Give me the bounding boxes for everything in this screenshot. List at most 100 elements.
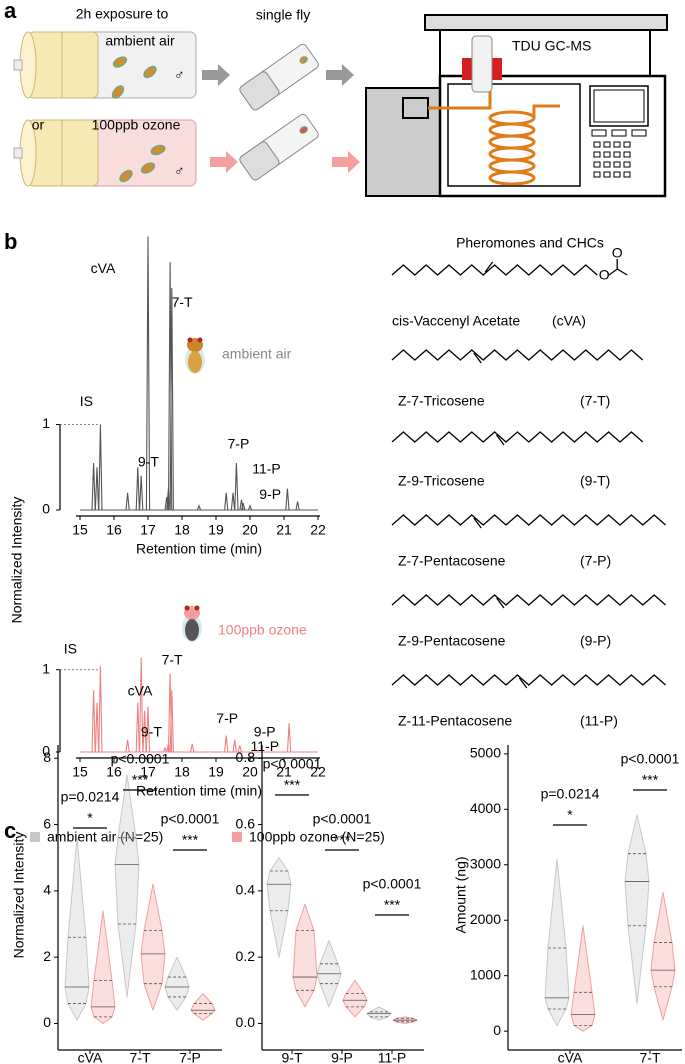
p-value: p=0.0214 (61, 789, 120, 805)
peak (232, 739, 237, 753)
y-tick-label: 3000 (470, 855, 501, 871)
molecule-name: Z-9-Tricosene (398, 473, 485, 489)
molecule-abbr: (9-T) (580, 473, 610, 489)
x-tick-label: 16 (106, 522, 122, 538)
x-tick-label: 20 (242, 522, 258, 538)
x-tick-label: 9-T (282, 1050, 303, 1064)
molecule-name: Z-7-Pentacosene (398, 553, 506, 569)
violin (190, 993, 216, 1021)
violin (570, 925, 596, 1032)
arrow (210, 151, 238, 173)
instrument-label: TDU GC-MS (512, 38, 591, 54)
molecule-chain (391, 674, 667, 686)
peak-label: 7-P (216, 710, 238, 726)
fly-icon (185, 337, 205, 374)
x-tick-label: 15 (72, 764, 88, 780)
peak-label: 9-P (259, 486, 281, 502)
vials (239, 43, 319, 181)
violin (164, 956, 190, 1011)
peak (247, 504, 253, 511)
y-tick-label: 6 (43, 815, 51, 831)
x-tick-label: cVA (558, 1050, 583, 1064)
y-tick-label: 0.6 (236, 815, 256, 831)
molecule-name: Z-9-Pentacosene (398, 633, 506, 649)
double-bond (496, 597, 505, 609)
peak-label: 7-T (162, 652, 183, 668)
significance-stars: *** (182, 832, 199, 848)
x-tick-label: 15 (72, 522, 88, 538)
p-value: p<0.0001 (161, 811, 220, 827)
y-tick-label: 0 (43, 1014, 51, 1030)
p-value: p<0.0001 (621, 751, 680, 767)
violin (650, 892, 676, 1021)
peak-label: 11-P (251, 738, 280, 754)
molecule-chain (391, 514, 667, 526)
violin (292, 903, 318, 1008)
panel-label: a (4, 0, 17, 23)
peak (125, 739, 130, 753)
x-tick-label: 7-P (179, 1050, 201, 1064)
peak (295, 501, 300, 511)
violin (114, 774, 140, 998)
molecule-abbr: (9-P) (580, 633, 611, 649)
molecule-chain (608, 268, 628, 276)
double-bond (473, 352, 482, 364)
fly-icon (182, 605, 202, 642)
diagram-text: 100ppb ozone (92, 117, 181, 133)
violin (544, 858, 570, 1027)
peak (237, 745, 242, 753)
peak (285, 488, 290, 511)
y-tick-label: 0 (42, 743, 50, 759)
peak (145, 236, 151, 511)
male-symbol: ♂ (174, 67, 185, 83)
peak (125, 492, 130, 511)
atom-label: O (612, 245, 623, 261)
peak (224, 492, 229, 511)
peak (286, 723, 292, 753)
panel-label: c (4, 818, 16, 843)
violin (266, 857, 292, 958)
x-tick-label: 21 (276, 764, 292, 780)
legend-swatch (30, 832, 40, 842)
molecule-chain (391, 431, 644, 443)
p-value: p<0.0001 (313, 811, 372, 827)
y-tick-label: 4000 (470, 800, 501, 816)
molecule-name: Z-11-Pentacosene (398, 713, 512, 729)
peak-label: IS (80, 393, 93, 409)
exposure-tubes (13, 31, 197, 187)
peak (135, 467, 140, 511)
x-tick-label: cVA (78, 1050, 103, 1064)
double-bond (484, 261, 494, 273)
molecule-name: cis-Vaccenyl Acetate (392, 313, 520, 329)
molecules-title: Pheromones and CHCs (456, 235, 604, 251)
y-axis-label: Normalized Intensity (9, 497, 25, 624)
legend-swatch (232, 832, 242, 842)
peak-label: 9-P (254, 723, 276, 739)
violin (90, 910, 116, 1024)
peak-label: cVA (91, 260, 116, 276)
violin (624, 814, 650, 1004)
x-tick-label: 21 (276, 522, 292, 538)
p-value: p=0.0214 (541, 786, 600, 802)
peak-label: 9-T (138, 453, 159, 469)
peak (190, 743, 195, 753)
x-tick-label: 22 (310, 522, 326, 538)
peak-label: 9-T (141, 723, 162, 739)
peak-label: 11-P (252, 460, 281, 476)
p-value: p<0.0001 (263, 756, 322, 772)
diagram-text: 2h exposure to (76, 6, 169, 22)
peak-label: 7-P (228, 436, 250, 452)
p-value: p<0.0001 (363, 876, 422, 892)
y-tick-label: 0.8 (236, 749, 256, 765)
x-tick-label: 7-T (640, 1050, 661, 1064)
peak (94, 702, 100, 753)
arrow (202, 64, 230, 86)
peak (139, 657, 144, 753)
gc-ms-instrument (365, 14, 668, 198)
x-tick-label: 22 (310, 764, 326, 780)
peak (234, 462, 239, 511)
peak-label: cVA (128, 682, 153, 698)
double-bond (473, 517, 482, 529)
